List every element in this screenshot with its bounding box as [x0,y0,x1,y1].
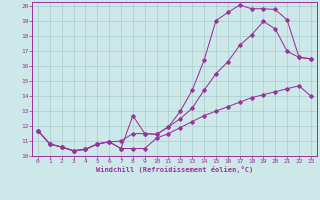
X-axis label: Windchill (Refroidissement éolien,°C): Windchill (Refroidissement éolien,°C) [96,166,253,173]
